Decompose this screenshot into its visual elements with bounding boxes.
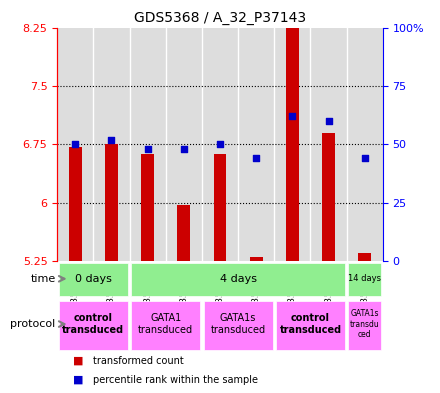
Bar <box>359 253 371 261</box>
Point <box>108 136 115 143</box>
Text: 0 days: 0 days <box>75 274 112 284</box>
Text: ■: ■ <box>73 375 84 385</box>
Bar <box>348 301 381 350</box>
Bar <box>238 28 274 261</box>
Text: control
transduced: control transduced <box>62 313 125 335</box>
Bar <box>214 154 226 261</box>
Text: transformed count: transformed count <box>93 356 184 365</box>
Point <box>144 146 151 152</box>
Point <box>216 141 224 147</box>
Text: time: time <box>30 274 55 284</box>
Text: GATA1
transduced: GATA1 transduced <box>138 313 193 335</box>
Text: control
transduced: control transduced <box>279 313 341 335</box>
Bar <box>57 28 93 261</box>
Text: protocol: protocol <box>10 319 55 329</box>
Bar <box>141 154 154 261</box>
Point <box>361 155 368 162</box>
Bar <box>311 28 347 261</box>
Bar <box>166 28 202 261</box>
Text: GATA1s
transduced: GATA1s transduced <box>210 313 266 335</box>
Bar <box>348 263 381 296</box>
Bar <box>69 147 82 261</box>
Text: 14 days: 14 days <box>348 274 381 283</box>
Bar <box>347 28 383 261</box>
Point <box>289 113 296 119</box>
Bar <box>274 28 311 261</box>
Point <box>325 118 332 124</box>
Bar <box>131 263 345 296</box>
Bar <box>276 301 345 350</box>
Text: ■: ■ <box>73 356 84 365</box>
Bar <box>129 28 166 261</box>
Bar <box>202 28 238 261</box>
Bar <box>105 144 118 261</box>
Point <box>253 155 260 162</box>
Point <box>72 141 79 147</box>
Bar <box>322 133 335 261</box>
Text: percentile rank within the sample: percentile rank within the sample <box>93 375 258 385</box>
Bar <box>204 301 273 350</box>
Bar <box>59 263 128 296</box>
Text: 4 days: 4 days <box>220 274 257 284</box>
Bar <box>93 28 129 261</box>
Point <box>180 146 187 152</box>
Bar <box>59 301 128 350</box>
Bar <box>286 0 299 261</box>
Bar <box>177 205 190 261</box>
Bar <box>131 301 200 350</box>
Title: GDS5368 / A_32_P37143: GDS5368 / A_32_P37143 <box>134 11 306 25</box>
Text: GATA1s
transdu
ced: GATA1s transdu ced <box>350 309 380 339</box>
Bar <box>250 257 263 261</box>
